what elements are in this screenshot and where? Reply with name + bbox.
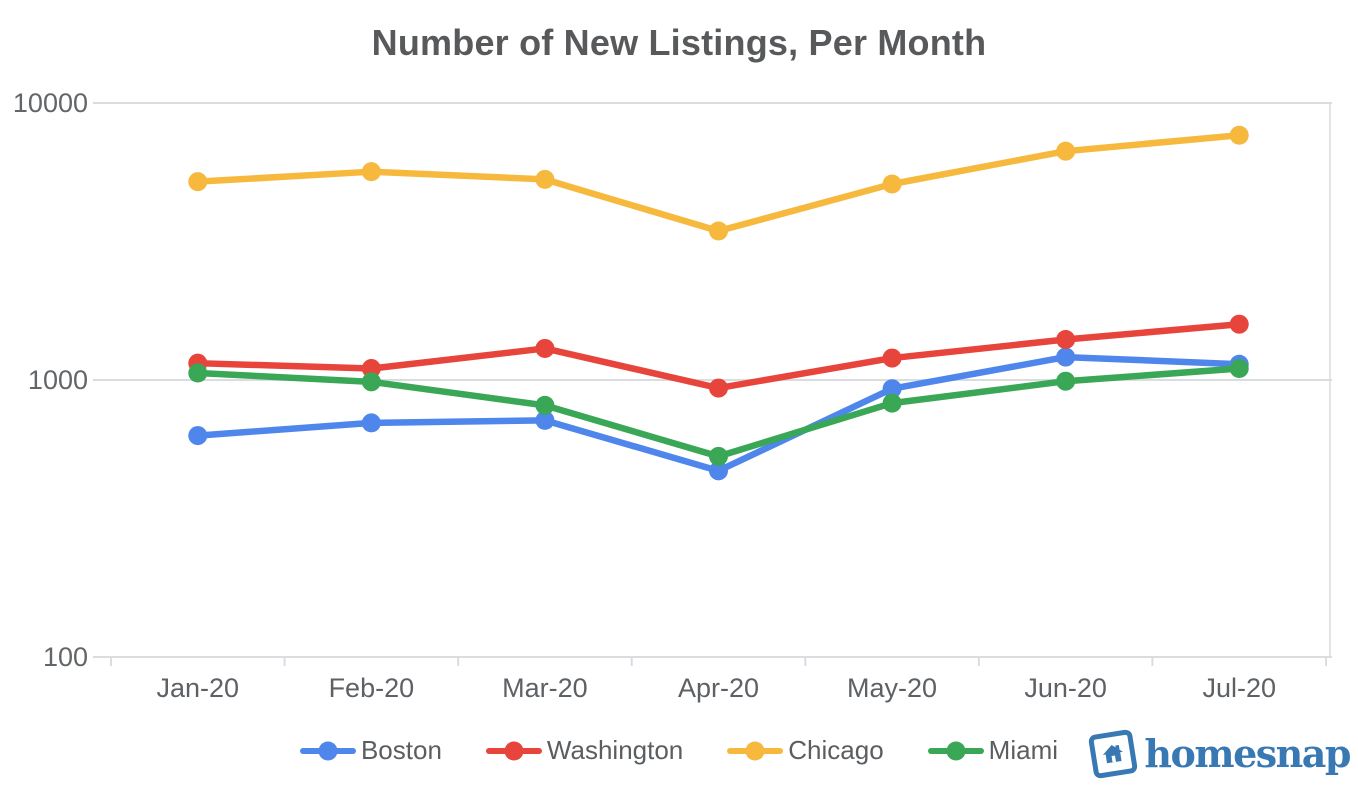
legend-item-miami: Miami [927, 735, 1059, 766]
chart-legend: Boston Washington Chicago Miami [0, 735, 1358, 766]
legend-label: Boston [360, 735, 442, 765]
svg-text:Jul-20: Jul-20 [1202, 673, 1276, 703]
svg-text:10000: 10000 [13, 88, 88, 118]
line-marker-icon [485, 740, 542, 762]
legend-label: Washington [546, 735, 684, 765]
svg-text:Jun-20: Jun-20 [1024, 673, 1107, 703]
homesnap-house-icon [1088, 728, 1139, 780]
svg-text:100: 100 [43, 642, 88, 672]
homesnap-wordmark: homesnap [1144, 731, 1351, 776]
svg-text:1000: 1000 [28, 365, 88, 395]
svg-text:Mar-20: Mar-20 [502, 673, 588, 703]
legend-item-boston: Boston [299, 735, 442, 766]
chart-title: Number of New Listings, Per Month [371, 22, 987, 63]
svg-text:Apr-20: Apr-20 [678, 673, 759, 703]
svg-text:May-20: May-20 [847, 673, 937, 703]
legend-item-washington: Washington [485, 735, 684, 766]
svg-text:Feb-20: Feb-20 [329, 673, 415, 703]
legend-label: Chicago [788, 735, 884, 765]
svg-text:Jan-20: Jan-20 [157, 673, 240, 703]
legend-label: Miami [988, 735, 1059, 765]
homesnap-logo: homesnap [1088, 728, 1351, 780]
legend-item-chicago: Chicago [727, 735, 884, 766]
line-marker-icon [727, 740, 784, 762]
line-marker-icon [927, 740, 984, 762]
line-marker-icon [299, 740, 356, 762]
